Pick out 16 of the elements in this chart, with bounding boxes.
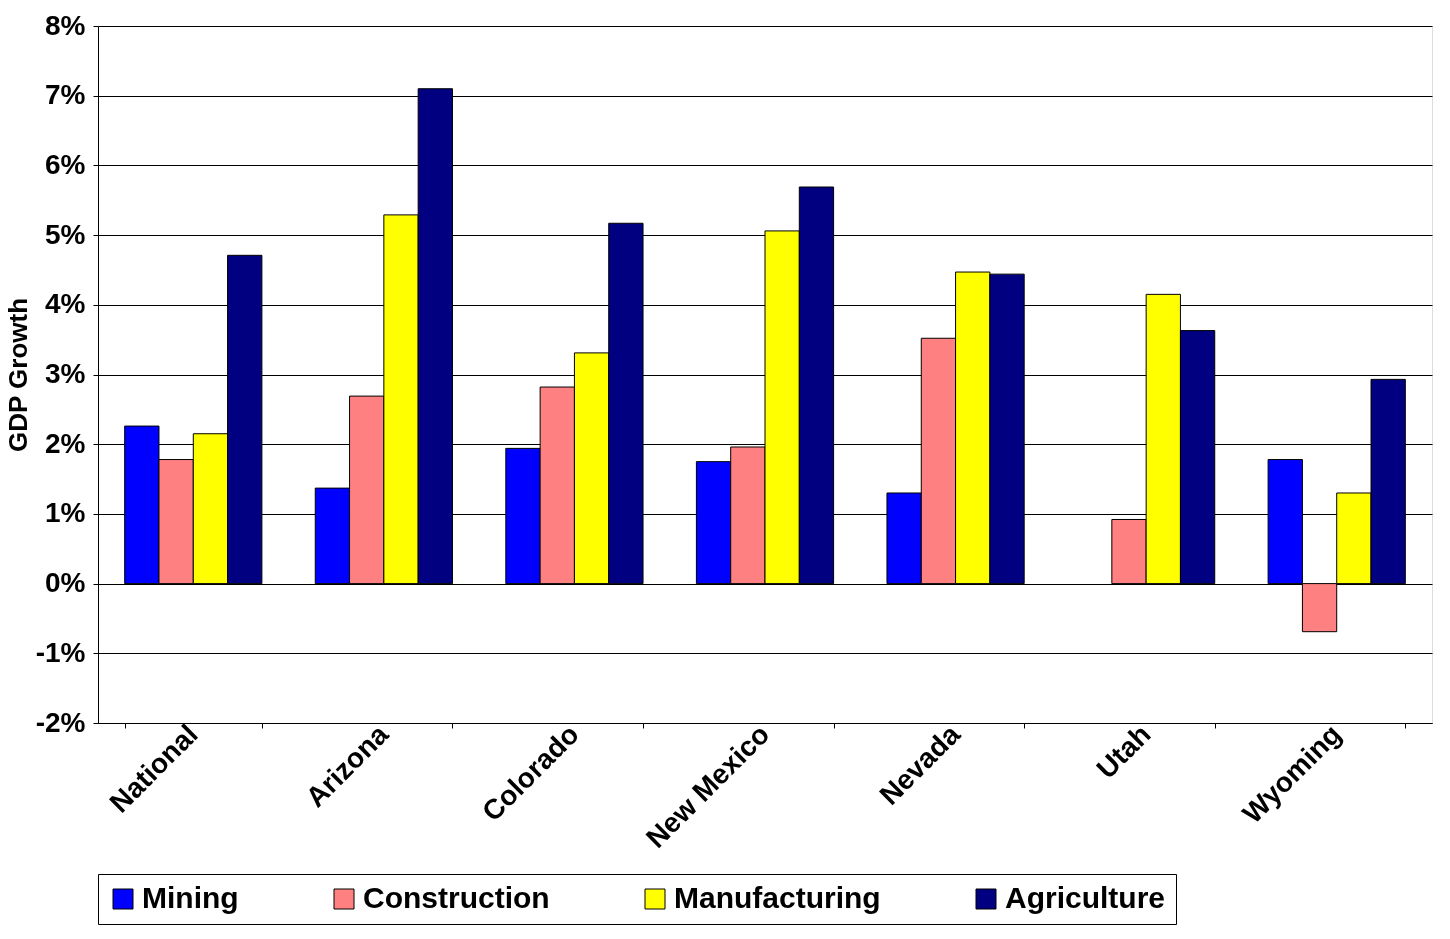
y-tick-label: 6% <box>45 148 86 180</box>
y-tick-label: 1% <box>45 497 86 529</box>
y-tick-label: 5% <box>45 218 86 250</box>
y-tick-label: 7% <box>45 79 86 111</box>
y-tick-label: 0% <box>45 567 86 599</box>
legend-label: Construction <box>363 881 550 914</box>
y-tick-label: 8% <box>45 9 86 41</box>
y-tick-label: 3% <box>45 358 86 389</box>
legend-label: Mining <box>142 881 239 914</box>
y-tick-label: 4% <box>45 288 86 320</box>
y-tick-label: -2% <box>35 706 86 738</box>
y-tick-label: 2% <box>45 427 86 459</box>
legend-label: Manufacturing <box>674 881 881 914</box>
legend-label: Agriculture <box>1005 881 1166 914</box>
y-axis-title: GDP Growth <box>2 297 33 453</box>
y-tick-label: -1% <box>35 636 86 668</box>
